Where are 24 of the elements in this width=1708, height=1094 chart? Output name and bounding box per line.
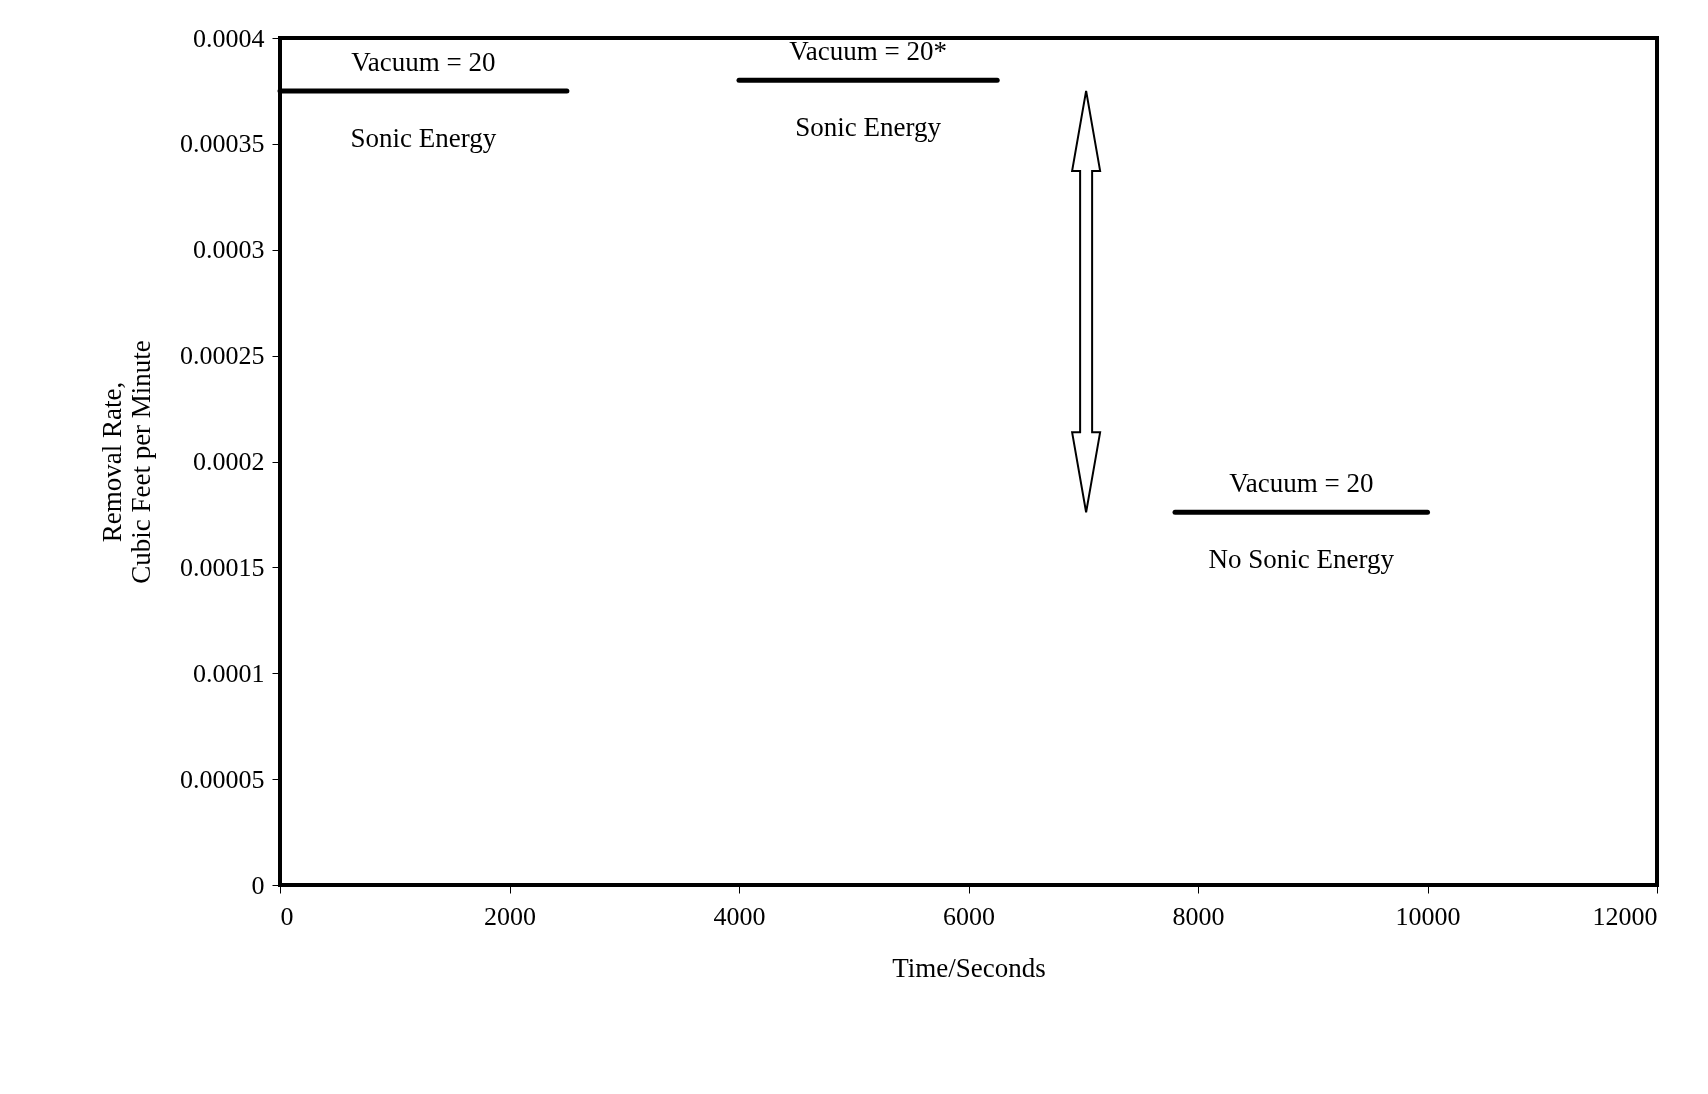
y-axis-title: Removal Rate, Cubic Feet per Minute	[97, 340, 156, 584]
x-axis-title: Time/Seconds	[892, 952, 1046, 983]
annotation: No Sonic Energy	[1208, 544, 1395, 575]
annotation: Vacuum = 20	[351, 46, 496, 77]
y-tick-label: 0.0004	[193, 23, 265, 53]
annotation: Vacuum = 20*	[789, 36, 947, 67]
x-tick-label: 6000	[943, 901, 995, 931]
y-tick-label: 0.0001	[193, 658, 265, 688]
x-tick-label: 8000	[1172, 901, 1225, 931]
y-tick-label: 0.00015	[180, 552, 265, 582]
annotation: Sonic Energy	[350, 122, 497, 153]
y-tick-label: 0.00005	[180, 764, 265, 794]
y-tick-label: 0.00035	[180, 129, 265, 159]
y-tick-label: 0.00025	[180, 341, 265, 371]
x-tick-label: 4000	[713, 901, 766, 931]
y-tick-label: 0.0002	[193, 447, 265, 476]
x-tick-label: 2000	[484, 901, 536, 931]
annotation: Vacuum = 20	[1229, 468, 1374, 499]
annotation: Sonic Energy	[795, 112, 942, 143]
x-tick-label: 10000	[1395, 901, 1461, 931]
x-tick-label: 12000	[1592, 901, 1658, 931]
y-tick-label: 0	[251, 870, 265, 900]
y-tick-label: 0.0003	[193, 235, 265, 265]
x-tick-label: 0	[280, 901, 294, 931]
